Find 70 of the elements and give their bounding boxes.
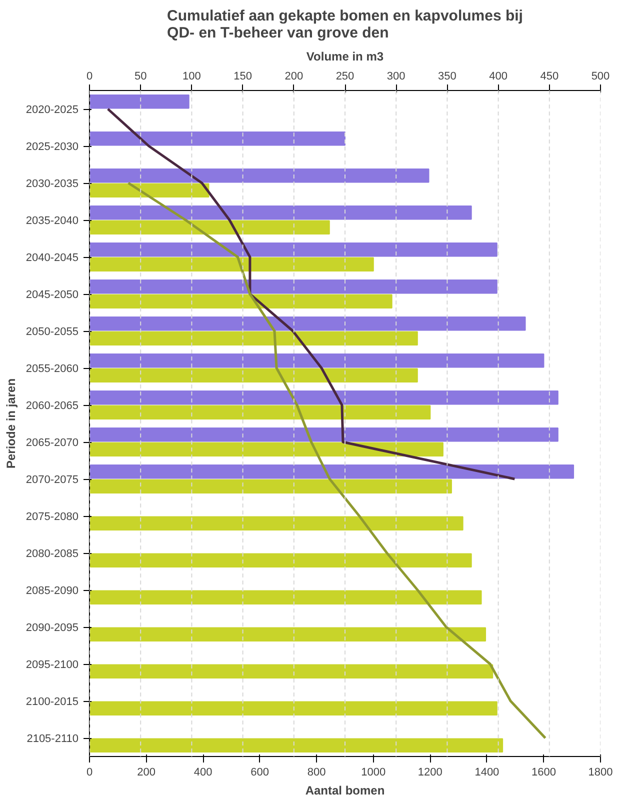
x2-tick-label: 500 bbox=[591, 70, 610, 82]
y-tick-label: 2030-2035 bbox=[26, 178, 79, 190]
y-tick-label: 2085-2090 bbox=[26, 585, 79, 597]
bar bbox=[90, 257, 374, 272]
y-tick-label: 2065-2070 bbox=[26, 437, 79, 449]
bar bbox=[90, 94, 190, 109]
bar bbox=[90, 738, 504, 753]
bar bbox=[90, 183, 210, 198]
x2-tick-label: 150 bbox=[234, 70, 252, 82]
y-tick-label: 2070-2075 bbox=[26, 474, 79, 486]
x-tick-label: 400 bbox=[194, 766, 212, 778]
bar bbox=[90, 131, 346, 146]
y-tick-label: 2095-2100 bbox=[26, 659, 79, 671]
bar bbox=[90, 279, 498, 294]
x2-tick-label: 450 bbox=[540, 70, 559, 82]
x2-tick-label: 200 bbox=[284, 70, 304, 82]
y-tick-label: 2100-2015 bbox=[26, 696, 79, 708]
chart-title: Cumulatief aan gekapte bomen en kapvolumes bij QD- en T-beheer van grove den bbox=[167, 8, 523, 42]
bar bbox=[90, 405, 431, 420]
bar bbox=[90, 479, 452, 494]
bar bbox=[90, 331, 418, 346]
bar bbox=[90, 590, 482, 605]
bar bbox=[90, 368, 418, 383]
bar bbox=[90, 627, 486, 642]
y-tick-label: 2055-2060 bbox=[26, 363, 79, 375]
x2-tick-label: 400 bbox=[489, 70, 508, 82]
y-axis-title: Periode in jaren bbox=[4, 378, 18, 469]
bar bbox=[90, 442, 444, 457]
y-tick-label: 2025-2030 bbox=[26, 141, 79, 153]
x-tick-label: 1200 bbox=[418, 766, 442, 778]
x-axis-title: Aantal bomen bbox=[305, 784, 385, 798]
x-tick-label: 1000 bbox=[361, 766, 386, 778]
bar bbox=[90, 242, 498, 257]
x2-tick-label: 350 bbox=[438, 70, 456, 82]
x2-tick-label: 100 bbox=[182, 70, 201, 82]
y-tick-label: 2040-2045 bbox=[26, 252, 79, 264]
x-tick-label: 800 bbox=[307, 766, 326, 778]
bar bbox=[90, 427, 558, 442]
y-tick-label: 2020-2025 bbox=[26, 104, 79, 116]
bar bbox=[90, 294, 392, 309]
y-tick-label: 2035-2040 bbox=[26, 215, 79, 227]
x2-tick-label: 50 bbox=[134, 70, 147, 82]
x-tick-label: 0 bbox=[86, 766, 93, 778]
bar bbox=[90, 316, 526, 331]
y-tick-label: 2080-2085 bbox=[26, 548, 79, 560]
x-tick-label: 1600 bbox=[531, 766, 556, 778]
x2-tick-label: 250 bbox=[336, 70, 354, 82]
y-tick-label: 2050-2055 bbox=[26, 326, 79, 338]
y-tick-label: 2045-2050 bbox=[26, 289, 79, 301]
y-tick-label: 2075-2080 bbox=[26, 511, 79, 523]
y-tick-label: 2060-2065 bbox=[26, 400, 79, 412]
bar bbox=[90, 220, 330, 235]
x-tick-label: 200 bbox=[137, 766, 156, 778]
y-tick-label: 2090-2095 bbox=[26, 622, 79, 634]
bar bbox=[90, 390, 558, 405]
x2-tick-label: 0 bbox=[86, 70, 93, 82]
bar bbox=[90, 168, 430, 183]
bar bbox=[90, 664, 494, 679]
y-tick-label: 2105-2110 bbox=[26, 733, 79, 745]
x-tick-label: 1400 bbox=[474, 766, 500, 778]
x-tick-label: 600 bbox=[250, 766, 270, 778]
x2-tick-label: 300 bbox=[386, 70, 406, 82]
bar bbox=[90, 553, 472, 568]
x2-axis-title: Volume in m3 bbox=[306, 50, 384, 64]
x-tick-label: 1800 bbox=[588, 766, 613, 778]
bar bbox=[90, 464, 574, 479]
bar bbox=[90, 353, 544, 368]
bar bbox=[90, 516, 464, 531]
bar bbox=[90, 205, 472, 220]
bar bbox=[90, 701, 498, 716]
